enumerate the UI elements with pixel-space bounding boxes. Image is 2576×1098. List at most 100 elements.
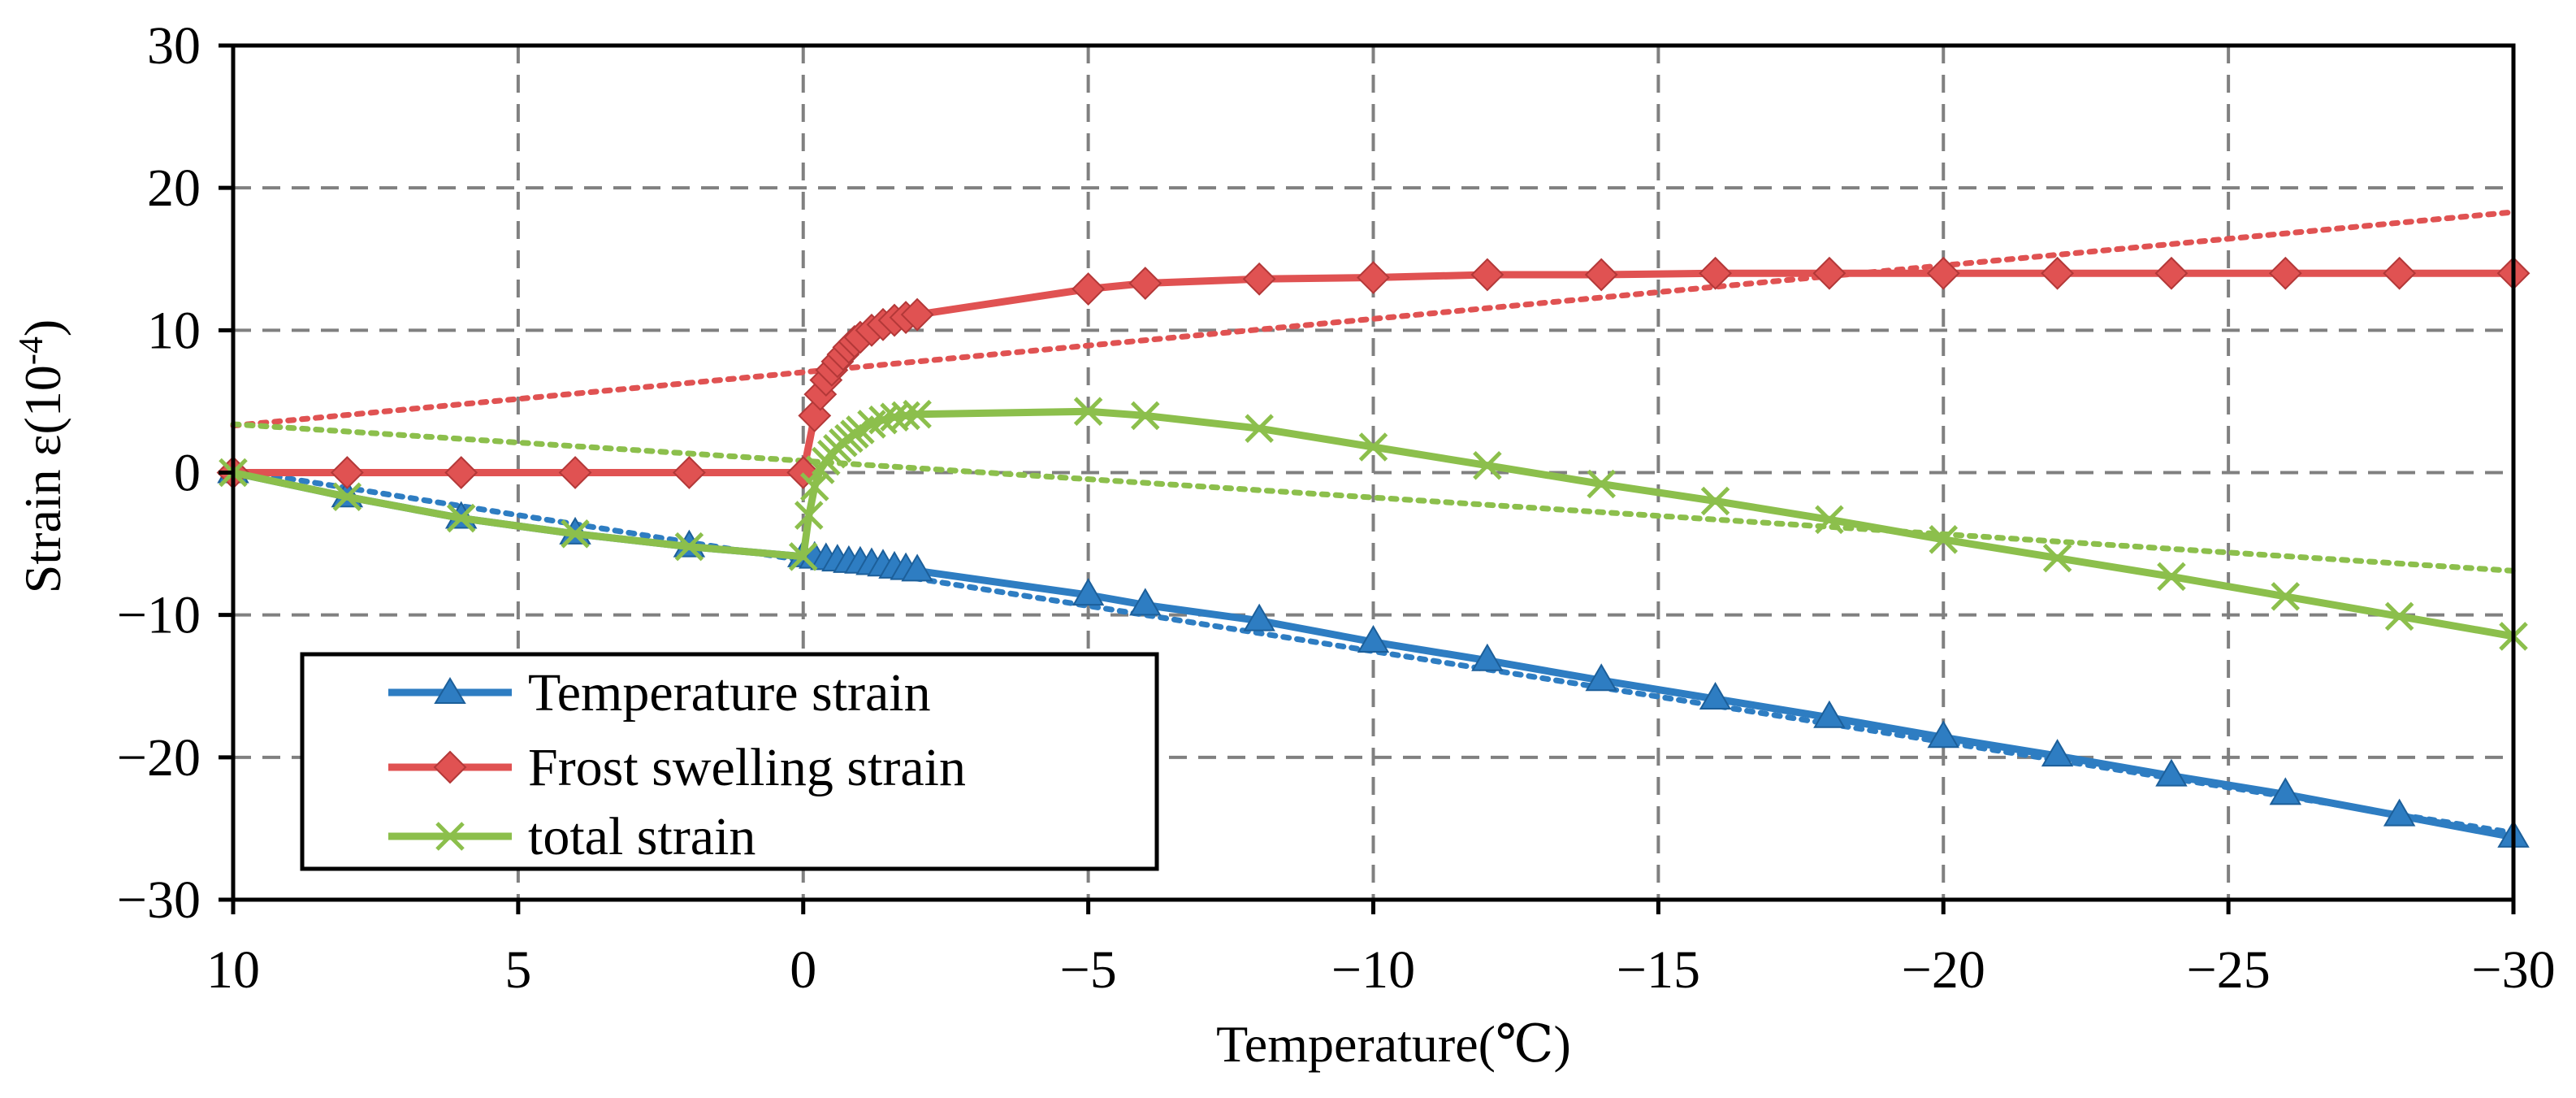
temperature-strain-point (2269, 777, 2302, 805)
trendline (230, 421, 2517, 574)
x-marker-stroke (1131, 401, 1160, 431)
x-tick-label: −5 (1060, 940, 1117, 1000)
legend-marker-diamond (433, 750, 467, 784)
frost-swelling-strain-point (1584, 258, 1618, 292)
total-strain-point (1245, 414, 1274, 443)
y-tick-label: 30 (147, 16, 201, 76)
x-tick-label: −30 (2471, 940, 2555, 1000)
x-marker-stroke (674, 532, 704, 562)
temperature-strain-point (1813, 700, 1846, 728)
x-marker-stroke (2042, 543, 2072, 573)
x-marker-stroke (332, 482, 362, 512)
temperature-strain-point (1072, 578, 1105, 606)
x-marker-stroke (2157, 562, 2186, 592)
frost-swelling-strain-point (1242, 262, 1276, 296)
total-strain-point (1358, 432, 1388, 462)
frost-swelling-strain-point (1072, 272, 1106, 306)
temperature-strain-point (1129, 588, 1162, 616)
temperature-strain-point (1471, 643, 1504, 671)
frost-swelling-strain-point (330, 456, 364, 489)
x-marker-stroke (1245, 414, 1274, 443)
total-strain-point (788, 542, 818, 571)
trendline (230, 209, 2517, 429)
x-marker-stroke (1929, 525, 1959, 554)
x-marker-stroke (1700, 486, 1730, 516)
frost-swelling-strain-point (1470, 258, 1504, 292)
total-strain-point (891, 401, 920, 431)
x-marker-stroke (1815, 505, 1844, 535)
frost-swelling-strain-point (2041, 256, 2075, 290)
total-strain-point (1073, 397, 1103, 426)
frost-swelling-strain-point (672, 456, 706, 489)
total-strain-point (800, 472, 829, 501)
legend-label-total: total strain (528, 807, 755, 866)
y-tick-label: −10 (117, 586, 201, 645)
frost-swelling-strain-point (1699, 256, 1732, 290)
y-axis-title: Strain ε(10-4) (13, 319, 71, 593)
frost-swelling-strain-point (2154, 256, 2189, 290)
total-strain-point (446, 503, 476, 533)
y-tick-label: 0 (174, 444, 201, 503)
x-marker-stroke (868, 405, 898, 435)
temperature-strain-point (2041, 739, 2074, 767)
y-axis-title-close: ) (14, 319, 71, 336)
legend-marker-x (435, 822, 465, 851)
total-strain-point (1473, 450, 1502, 480)
legend-marker-triangle (434, 677, 466, 704)
x-tick-label: −10 (1331, 940, 1415, 1000)
total-strain-point (1700, 486, 1730, 516)
total-strain-point (1587, 469, 1616, 499)
y-axis-title-main: Strain ε(10 (14, 365, 71, 593)
x-marker-stroke (1587, 469, 1616, 499)
temperature-strain-point (1927, 720, 1959, 749)
axis-ticks: 10 5 0 −5 −10 −15 −20 −25 −30 30 20 10 0 −10 −20 −30 (117, 16, 2556, 1000)
total-strain-point (868, 405, 898, 435)
temperature-strain-point (901, 553, 933, 582)
frost-swelling-strain-point (2268, 256, 2302, 290)
total-strain-point (561, 519, 590, 549)
x-marker-stroke (903, 399, 932, 429)
x-marker-stroke (446, 503, 476, 533)
frost-swelling-strain-point (1926, 256, 1960, 290)
frost-swelling-strain-point (444, 456, 478, 489)
y-tick-label: 20 (147, 158, 201, 218)
x-tick-label: −20 (1902, 940, 1985, 1000)
total-strain-point (2271, 582, 2301, 611)
total-strain-point (1929, 525, 1959, 554)
x-tick-label: 10 (206, 940, 260, 1000)
x-marker-stroke (891, 401, 920, 431)
frost-swelling-strain-point (900, 297, 934, 332)
temperature-strain-point (1357, 624, 1390, 653)
x-marker-stroke (561, 519, 590, 549)
frost-swelling-strain-point (2383, 256, 2417, 290)
total-strain-point (1815, 505, 1844, 535)
x-marker-stroke (788, 542, 818, 571)
total-strain-point (674, 532, 704, 562)
total-strain-point (903, 399, 932, 429)
legend-label-frost: Frost swelling strain (528, 738, 966, 797)
x-axis-title: Temperature(℃) (1216, 1015, 1571, 1073)
temperature-strain-point (2155, 758, 2188, 787)
frost-swelling-strain-point (1812, 256, 1846, 290)
x-tick-label: −25 (2187, 940, 2271, 1000)
legend: Temperature strain Frost swelling strain… (300, 652, 1159, 871)
x-marker-stroke (1358, 432, 1388, 462)
total-strain-point (794, 501, 824, 530)
total-strain-point (332, 482, 362, 512)
temperature-strain-point (2383, 798, 2416, 827)
x-marker-stroke (800, 472, 829, 501)
frost-swelling-strain-point (558, 456, 592, 489)
x-tick-label: −15 (1617, 940, 1700, 1000)
temperature-strain-point (1699, 682, 1732, 710)
x-tick-label: 0 (790, 940, 816, 1000)
frost-swelling-strain-point (1128, 267, 1162, 300)
x-marker-stroke (2271, 582, 2301, 611)
x-marker-stroke (794, 501, 824, 530)
x-marker-stroke (1473, 450, 1502, 480)
temperature-strain-point (1585, 663, 1617, 692)
x-tick-label: 5 (504, 940, 531, 1000)
y-tick-label: −30 (117, 870, 201, 930)
x-marker-stroke (880, 402, 909, 432)
frost-swelling-strain-point (1357, 261, 1390, 294)
